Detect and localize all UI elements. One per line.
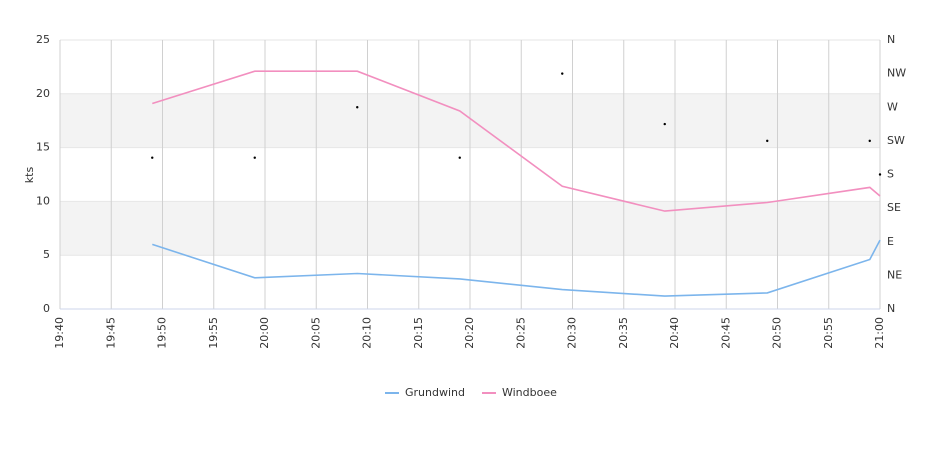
- x-tick-label: 20:30: [566, 317, 579, 349]
- direction-point: [561, 72, 564, 75]
- x-tick-label: 20:40: [668, 317, 681, 349]
- y-tick-label: 0: [43, 302, 50, 315]
- legend-label: Windboee: [502, 386, 557, 399]
- x-tick-label: 20:10: [361, 317, 374, 349]
- direction-point: [878, 173, 882, 176]
- x-tick-label: 20:35: [617, 317, 630, 349]
- x-tick-label: 19:50: [156, 317, 169, 349]
- direction-point: [458, 156, 461, 159]
- y-tick-label: 20: [36, 87, 50, 100]
- y2-tick-label: N: [887, 302, 895, 315]
- y-tick-label: 10: [36, 194, 50, 207]
- y2-tick-label: E: [887, 235, 894, 248]
- direction-point: [356, 106, 359, 109]
- x-tick-label: 20:45: [719, 317, 732, 349]
- y-tick-label: 25: [36, 33, 50, 46]
- y2-tick-label: W: [887, 100, 898, 113]
- x-tick-label: 21:00: [873, 317, 886, 349]
- direction-point: [766, 139, 769, 143]
- y2-tick-label: S: [887, 168, 894, 181]
- series-line: [152, 70, 881, 212]
- x-tick-label: 20:05: [309, 317, 322, 349]
- direction-point: [151, 156, 154, 159]
- series-line: [152, 239, 881, 297]
- x-tick-label: 19:45: [104, 317, 117, 349]
- y2-tick-label: N: [887, 33, 895, 46]
- x-tick-label: 20:55: [822, 317, 835, 349]
- x-tick-label: 20:15: [412, 317, 425, 349]
- y2-tick-label: NE: [887, 268, 902, 281]
- x-tick-label: 20:25: [514, 317, 527, 349]
- direction-point: [253, 156, 256, 159]
- x-tick-label: 19:40: [53, 317, 66, 349]
- x-tick-label: 19:55: [207, 317, 220, 349]
- y2-tick-label: NW: [887, 67, 906, 80]
- x-tick-label: 20:20: [463, 317, 476, 349]
- x-tick-label: 20:50: [771, 317, 784, 349]
- y2-tick-label: SE: [887, 201, 901, 214]
- y2-tick-label: SW: [887, 134, 905, 147]
- y-tick-label: 15: [36, 141, 50, 154]
- y-axis-label: kts: [23, 167, 36, 184]
- y-tick-label: 5: [43, 248, 50, 261]
- direction-point: [868, 139, 871, 143]
- x-tick-label: 20:00: [258, 317, 271, 349]
- direction-point: [663, 122, 666, 126]
- legend-label: Grundwind: [405, 386, 465, 399]
